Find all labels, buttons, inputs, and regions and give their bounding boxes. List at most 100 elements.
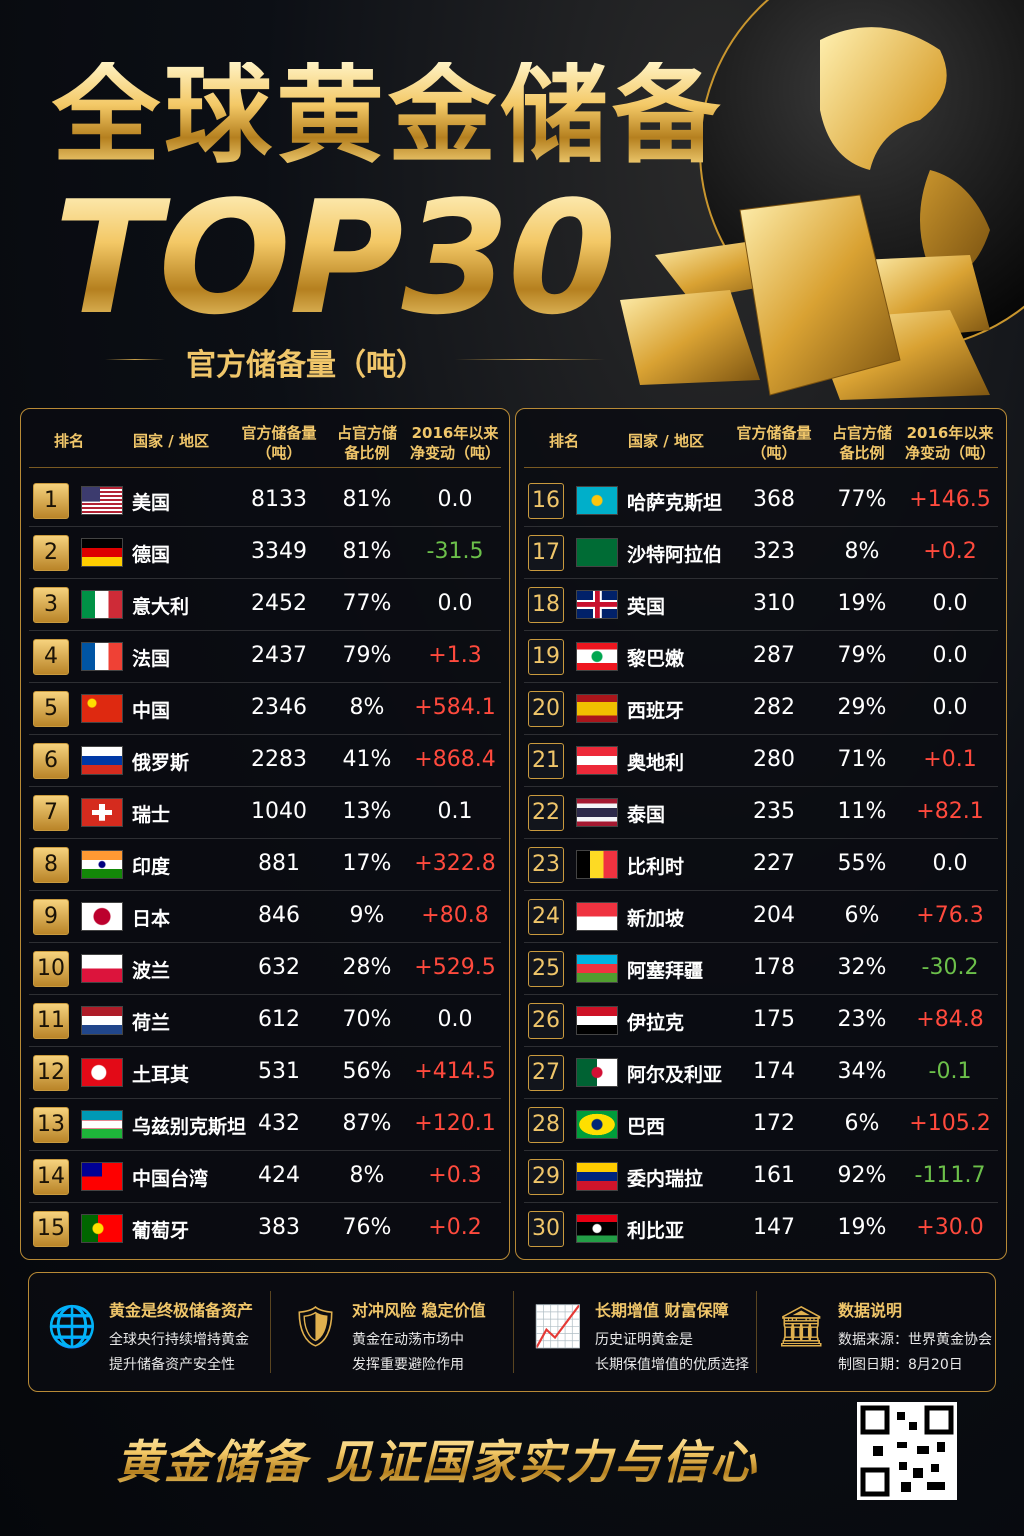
row-rule	[29, 1202, 501, 1203]
net-change: +0.2	[923, 539, 977, 564]
feature-line: 发挥重要避险作用	[352, 1357, 464, 1373]
feature-line: 提升储备资产安全性	[109, 1357, 235, 1373]
flag	[81, 746, 123, 775]
net-change: +868.4	[414, 747, 496, 772]
flag	[81, 694, 123, 723]
country: 伊拉克	[627, 1012, 685, 1034]
flag	[81, 902, 123, 931]
table-panel: 排名 国家 / 地区 官方储备量 （吨） 占官方储 备比例 2016年以来 净变动（吨） 1 美国…	[20, 408, 510, 1260]
reserve: 368	[753, 487, 795, 512]
net-change: 0.0	[437, 1007, 473, 1032]
net-change: +414.5	[414, 1059, 496, 1084]
reserve: 280	[753, 747, 795, 772]
flag	[576, 746, 618, 775]
rank: 12	[33, 1055, 69, 1091]
country: 俄罗斯	[132, 752, 190, 774]
column-header: 官方储备量 （吨）	[714, 423, 834, 463]
rank: 1	[33, 483, 69, 519]
header-line: 2016年以来	[906, 424, 994, 442]
net-change: 0.0	[437, 487, 473, 512]
share: 87%	[342, 1111, 392, 1136]
reserve: 881	[258, 851, 300, 876]
share: 6%	[844, 1111, 880, 1136]
header-line: 备比例	[344, 444, 390, 462]
reserve: 147	[753, 1215, 795, 1240]
row-rule	[29, 526, 501, 527]
flag	[576, 902, 618, 931]
rank: 25	[528, 951, 564, 987]
country: 巴西	[627, 1116, 666, 1138]
qr-code	[857, 1402, 957, 1500]
net-change: +105.2	[909, 1111, 991, 1136]
rank: 26	[528, 1003, 564, 1039]
slogan: 黄金储备 见证国家实力与信心	[116, 1426, 758, 1492]
feature-title: 黄金是终极储备资产	[109, 1301, 254, 1320]
divider	[105, 359, 165, 360]
row-rule	[524, 890, 998, 891]
header-line: 排名	[53, 432, 84, 450]
country: 利比亚	[627, 1220, 685, 1242]
share: 23%	[837, 1007, 887, 1032]
share: 79%	[342, 643, 392, 668]
net-change: -0.1	[928, 1059, 972, 1084]
share: 9%	[349, 903, 385, 928]
feature-title: 数据说明	[838, 1301, 903, 1320]
rank: 23	[528, 847, 564, 883]
divider	[455, 359, 605, 360]
gold-bars	[620, 194, 990, 400]
reserve: 3349	[251, 539, 307, 564]
country: 美国	[132, 492, 171, 514]
reserve: 846	[258, 903, 300, 928]
row-rule	[524, 786, 998, 787]
net-change: +146.5	[909, 487, 991, 512]
country: 奥地利	[627, 752, 685, 774]
row-rule	[524, 526, 998, 527]
rank: 2	[33, 535, 69, 571]
flag	[81, 850, 123, 879]
rank: 28	[528, 1107, 564, 1143]
feature-icon: 📈	[533, 1304, 583, 1350]
flag	[576, 954, 618, 983]
header-rule	[524, 467, 998, 468]
net-change: 0.1	[437, 799, 473, 824]
flag	[81, 486, 123, 515]
share: 19%	[837, 591, 887, 616]
header-line: 备比例	[839, 444, 885, 462]
column-header: 2016年以来 净变动（吨）	[890, 423, 1010, 463]
country: 法国	[132, 648, 171, 670]
column-header: 官方储备量 （吨）	[219, 423, 339, 463]
column-header: 排名	[9, 431, 129, 451]
flag	[576, 486, 618, 515]
rank: 27	[528, 1055, 564, 1091]
share: 29%	[837, 695, 887, 720]
header-line: 净变动（吨）	[904, 444, 995, 462]
flag	[576, 1006, 618, 1035]
row-rule	[524, 734, 998, 735]
net-change: +0.3	[428, 1163, 482, 1188]
flag	[576, 642, 618, 671]
feature-line: 全球央行持续增持黄金	[109, 1332, 249, 1348]
share: 56%	[342, 1059, 392, 1084]
rank: 15	[33, 1211, 69, 1247]
country: 土耳其	[132, 1064, 190, 1086]
country: 德国	[132, 544, 171, 566]
row-rule	[524, 630, 998, 631]
flag	[81, 538, 123, 567]
flag	[576, 1162, 618, 1191]
reserve: 612	[258, 1007, 300, 1032]
column-header: 占官方储 备比例	[802, 423, 922, 463]
reserve: 161	[753, 1163, 795, 1188]
column-header: 国家 / 地区	[606, 431, 726, 451]
share: 81%	[342, 487, 392, 512]
net-change: +76.3	[916, 903, 984, 928]
header-line: 净变动（吨）	[409, 444, 500, 462]
rank: 29	[528, 1159, 564, 1195]
share: 19%	[837, 1215, 887, 1240]
row-rule	[524, 942, 998, 943]
country: 意大利	[132, 596, 190, 618]
country: 日本	[132, 908, 171, 930]
reserve: 287	[753, 643, 795, 668]
net-change: +0.1	[923, 747, 977, 772]
net-change: +0.2	[428, 1215, 482, 1240]
